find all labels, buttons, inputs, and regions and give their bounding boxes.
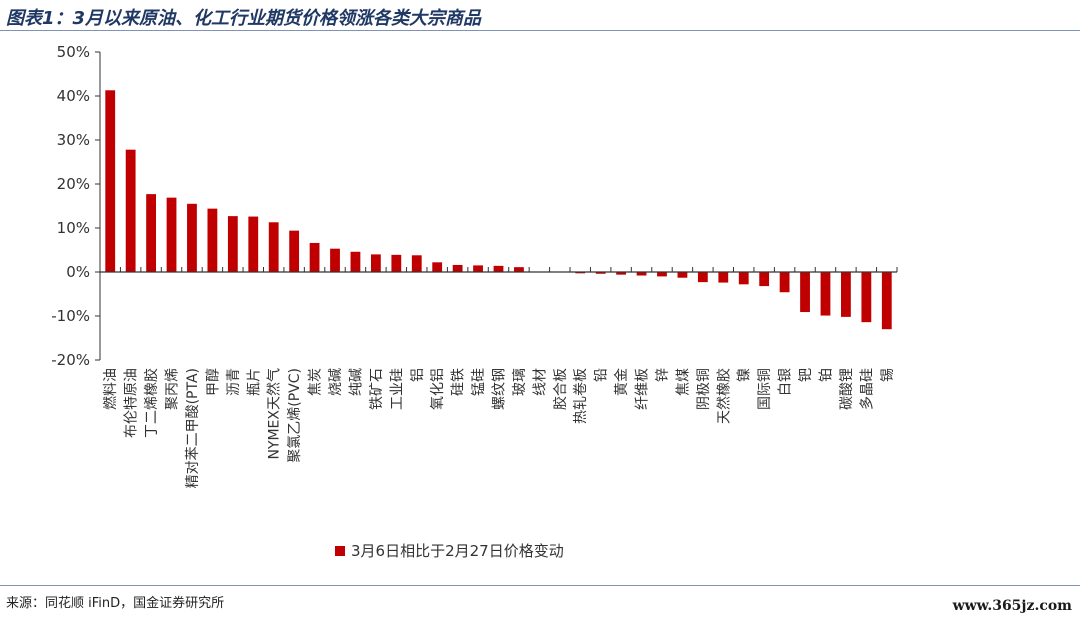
bar xyxy=(595,272,606,274)
bar xyxy=(207,208,218,272)
bottom-divider xyxy=(0,585,1080,586)
x-tick-label: 精对苯二甲酸(PTA) xyxy=(184,368,201,488)
x-tick-label: 铂 xyxy=(818,368,834,382)
bar xyxy=(125,149,136,272)
bar xyxy=(432,262,443,272)
x-tick-label: 白银 xyxy=(778,368,794,396)
y-tick-label: 40% xyxy=(57,87,90,105)
legend: 3月6日相比于2月27日价格变动 xyxy=(335,540,564,561)
x-tick-label: 硅铁 xyxy=(451,368,467,396)
bar xyxy=(514,267,524,272)
x-tick-label: 铅 xyxy=(594,368,610,382)
bar xyxy=(248,216,259,272)
bar xyxy=(473,265,483,272)
bar xyxy=(697,272,708,283)
bar xyxy=(657,272,667,277)
bar xyxy=(187,203,197,272)
chart-title: 图表1：3月以来原油、化工行业期货价格领涨各类大宗商品 xyxy=(6,8,482,29)
bar xyxy=(759,272,770,287)
bar xyxy=(616,272,627,275)
x-tick-label: 工业硅 xyxy=(389,368,405,410)
bar xyxy=(411,255,422,272)
y-tick-label: 20% xyxy=(57,175,90,193)
x-axis xyxy=(99,267,898,273)
bar xyxy=(105,90,116,272)
bar xyxy=(370,254,381,272)
bars xyxy=(105,90,892,330)
bar xyxy=(738,272,749,285)
x-tick-label: 螺纹钢 xyxy=(492,368,508,410)
bar xyxy=(881,272,892,330)
bar xyxy=(575,272,586,274)
bar xyxy=(820,272,831,316)
bar xyxy=(309,242,320,272)
bar xyxy=(779,272,790,293)
source-note: 来源：同花顺 iFinD，国金证券研究所 xyxy=(6,596,225,611)
x-tick-label: 纯碱 xyxy=(348,368,364,396)
bar xyxy=(800,272,810,313)
x-tick-label: NYMEX天然气 xyxy=(266,368,283,460)
bar xyxy=(350,251,361,272)
x-tick-label: 黄金 xyxy=(613,368,630,396)
bar xyxy=(289,230,300,272)
y-tick-label: 30% xyxy=(57,131,90,149)
x-tick-label: 烧碱 xyxy=(328,368,344,396)
x-tick-label: 线材 xyxy=(532,368,548,396)
y-tick-label: -10% xyxy=(51,307,90,325)
x-tick-label: 纤维板 xyxy=(635,368,651,410)
top-divider xyxy=(0,30,1080,31)
y-tick-label: 50% xyxy=(57,43,90,61)
legend-swatch xyxy=(335,545,345,556)
x-tick-label: 镍 xyxy=(737,368,753,382)
bar xyxy=(677,272,688,278)
y-tick-label: 10% xyxy=(57,219,90,237)
bar xyxy=(718,272,729,283)
x-tick-label: 燃料油 xyxy=(102,368,119,410)
x-tick-label: 聚氯乙烯(PVC) xyxy=(287,368,303,463)
bar xyxy=(452,264,463,272)
x-tick-label: 阴极铜 xyxy=(696,368,712,410)
y-axis: -20% -10% 0% 10% 20% 30% 40% 50% xyxy=(51,43,101,369)
bar xyxy=(227,216,238,272)
x-tick-label: 沥青 xyxy=(226,368,242,396)
x-tick-label: 丁二烯橡胶 xyxy=(143,368,160,438)
x-tick-label: 钯 xyxy=(798,368,814,382)
x-tick-label: 铝 xyxy=(410,368,426,382)
x-tick-label: 天然橡胶 xyxy=(715,368,732,424)
bar xyxy=(861,272,872,323)
x-tick-label: 胶合板 xyxy=(552,368,569,410)
x-tick-label: 国际铜 xyxy=(757,368,773,410)
x-tick-label: 多晶硅 xyxy=(858,368,875,410)
x-tick-label: 焦炭 xyxy=(308,368,324,396)
bar xyxy=(330,248,340,272)
bar xyxy=(636,272,647,276)
watermark: www.365jz.com xyxy=(952,598,1072,614)
y-tick-label: 0% xyxy=(66,263,90,281)
y-tick-label: -20% xyxy=(51,351,90,369)
bar xyxy=(268,222,279,272)
x-tick-label: 铁矿石 xyxy=(369,368,385,410)
x-tick-label: 布伦特原油 xyxy=(124,368,140,438)
x-tick-label: 碳酸锂 xyxy=(839,368,855,410)
x-tick-label: 锡 xyxy=(880,368,896,382)
bar xyxy=(391,254,402,272)
x-tick-label: 锰硅 xyxy=(471,368,487,396)
bar-chart: -20%-10%0%10%20%30%40%50% 燃料油 布伦特原油 丁二烯橡胶聚… xyxy=(51,43,898,488)
bar xyxy=(841,272,851,317)
x-tick-label: 锌 xyxy=(655,368,671,382)
x-tick-label: 聚丙烯 xyxy=(165,368,181,410)
bar xyxy=(166,197,177,272)
bar xyxy=(493,265,504,272)
x-tick-labels: 燃料油 布伦特原油 丁二烯橡胶 聚丙烯 精对苯二甲酸(PTA) 甲醇 沥青 瓶片 NYMEX天然… xyxy=(102,368,896,488)
x-tick-label: 氧化铝 xyxy=(430,368,446,410)
x-tick-label: 焦煤 xyxy=(675,368,691,396)
legend-label: 3月6日相比于2月27日价格变动 xyxy=(351,542,564,560)
bar xyxy=(146,194,156,272)
x-tick-label: 甲醇 xyxy=(204,368,221,396)
x-tick-label: 瓶片 xyxy=(246,368,262,396)
x-tick-label: 热轧卷板 xyxy=(573,368,589,424)
x-tick-label: 玻璃 xyxy=(511,368,528,396)
